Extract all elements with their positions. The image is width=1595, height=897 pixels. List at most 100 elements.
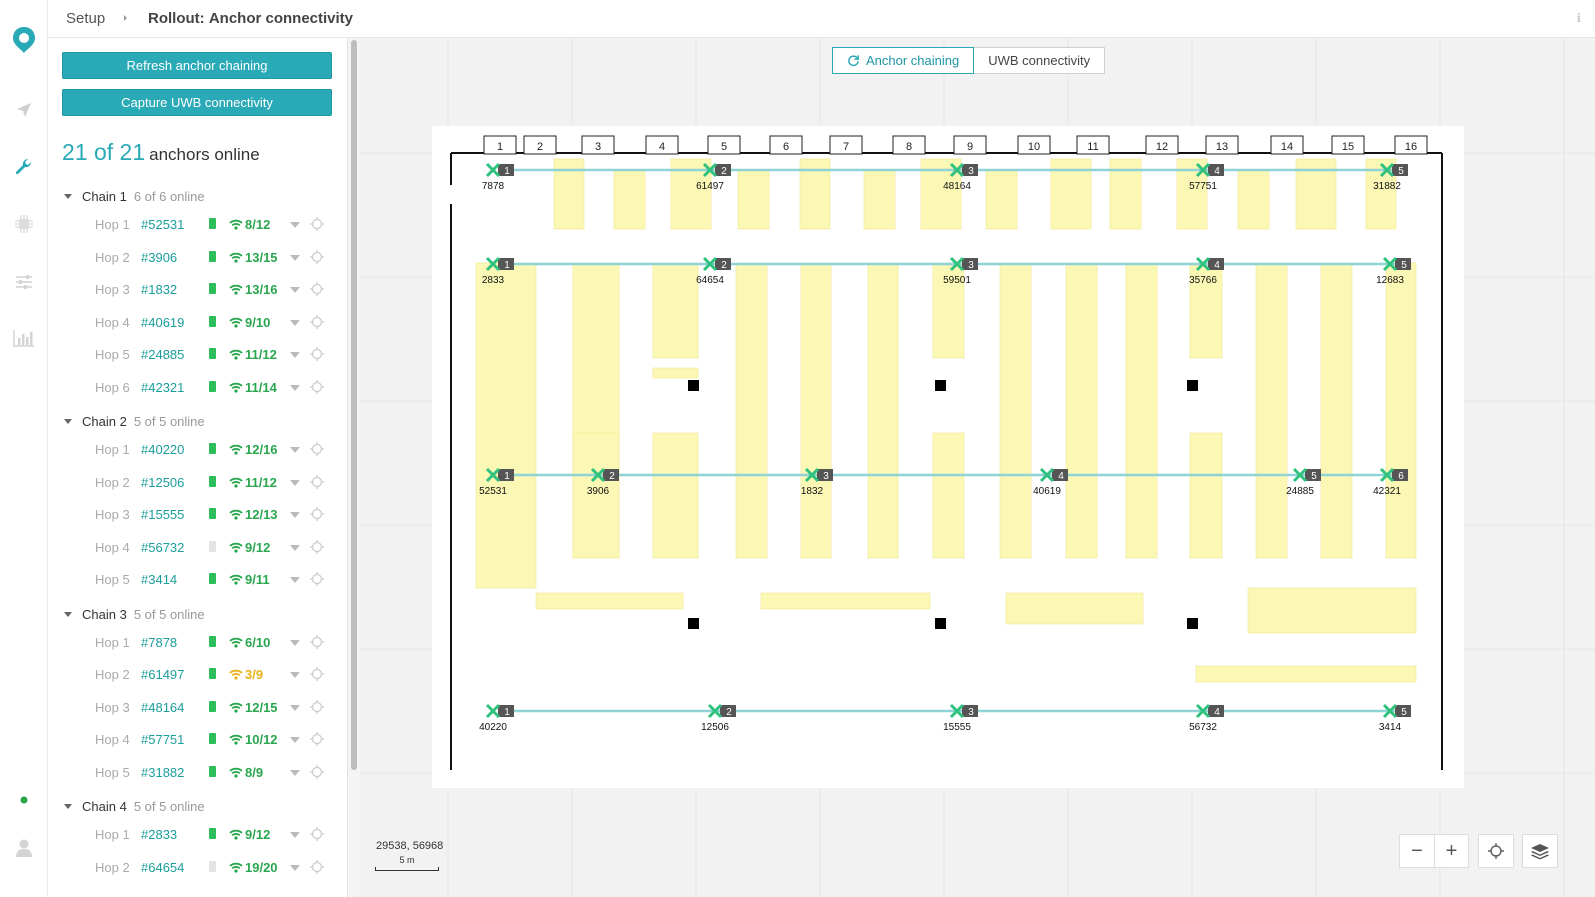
hop-dropdown-icon[interactable]	[290, 222, 300, 228]
anchor-id-link[interactable]: #42321	[141, 379, 185, 395]
hop-dropdown-icon[interactable]	[290, 704, 300, 711]
locate-anchor-icon[interactable]	[309, 539, 325, 558]
hop-dropdown-icon[interactable]	[290, 512, 300, 518]
hop-row[interactable]: Hop 1 #40220 12/16	[95, 440, 335, 460]
hop-row[interactable]: Hop 2 #12506 11/12	[95, 473, 335, 493]
anchor-id-link[interactable]: #48164	[141, 699, 185, 715]
location-pin-logo-icon[interactable]	[10, 26, 38, 54]
capture-uwb-connectivity-button[interactable]: Capture UWB connectivity	[62, 89, 332, 116]
navigate-icon[interactable]	[10, 96, 38, 124]
hop-row[interactable]: Hop 6 #42321 11/14	[95, 378, 335, 398]
hop-row[interactable]: Hop 1 #7878 6/10	[95, 633, 335, 653]
scrollbar-thumb[interactable]	[351, 40, 357, 770]
anchor-id-link[interactable]: #1832	[141, 282, 178, 297]
zoom-out-button[interactable]: −	[1411, 839, 1423, 862]
hop-row[interactable]: Hop 1 #52531 8/12	[95, 215, 335, 235]
anchor-id-link[interactable]: #40619	[141, 314, 185, 330]
hop-dropdown-icon[interactable]	[290, 287, 300, 293]
anchor-id-link[interactable]: #31882	[141, 764, 185, 780]
caret-down-icon[interactable]	[64, 804, 72, 809]
hop-dropdown-icon[interactable]	[290, 479, 300, 486]
hop-dropdown-icon[interactable]	[290, 384, 300, 391]
hop-row[interactable]: Hop 4 #57751 10/12	[95, 730, 335, 750]
locate-anchor-icon[interactable]	[309, 859, 325, 878]
hop-dropdown-icon[interactable]	[290, 832, 300, 838]
locate-anchor-icon[interactable]	[309, 216, 325, 235]
anchor-id-link[interactable]: #7878	[141, 634, 178, 650]
chain-header[interactable]: Chain 4 5 of 5 online	[64, 799, 205, 817]
hop-row[interactable]: Hop 2 #64654 19/20	[95, 858, 335, 878]
layers-button[interactable]	[1523, 835, 1557, 867]
user-icon[interactable]	[10, 834, 38, 862]
hop-dropdown-icon[interactable]	[290, 447, 300, 453]
locate-anchor-icon[interactable]	[309, 346, 325, 365]
locate-anchor-icon[interactable]	[309, 474, 325, 493]
floor-map-canvas[interactable]: 1 2 3 4 5 6 7 8 9 10 11 12 13 14 15 1617878261497348164…	[360, 38, 1595, 897]
hop-dropdown-icon[interactable]	[290, 352, 300, 358]
anchor-id-link[interactable]: #15555	[141, 507, 185, 522]
caret-down-icon[interactable]	[64, 419, 72, 424]
locate-anchor-icon[interactable]	[309, 281, 325, 300]
hop-row[interactable]: Hop 5 #3414 9/11	[95, 570, 335, 590]
locate-anchor-icon[interactable]	[309, 731, 325, 750]
locate-anchor-icon[interactable]	[309, 634, 325, 653]
refresh-anchor-chaining-button[interactable]: Refresh anchor chaining	[62, 52, 332, 79]
locate-anchor-icon[interactable]	[309, 249, 325, 268]
tab-uwb-connectivity[interactable]: UWB connectivity	[974, 47, 1106, 74]
hop-row[interactable]: Hop 2 #61497 3/9	[95, 665, 335, 685]
hop-row[interactable]: Hop 3 #1832 13/16	[95, 280, 335, 300]
locate-anchor-icon[interactable]	[309, 826, 325, 845]
sliders-icon[interactable]	[10, 268, 38, 296]
caret-down-icon[interactable]	[64, 611, 72, 617]
hop-dropdown-icon[interactable]	[290, 737, 300, 743]
locate-anchor-icon[interactable]	[309, 571, 325, 590]
bar-chart-icon[interactable]	[10, 324, 38, 352]
hop-row[interactable]: Hop 5 #31882 8/9	[95, 763, 335, 783]
hop-dropdown-icon[interactable]	[290, 254, 300, 261]
hop-row[interactable]: Hop 3 #48164 12/15	[95, 698, 335, 718]
anchor-id-link[interactable]: #12506	[141, 474, 185, 490]
hop-dropdown-icon[interactable]	[290, 864, 300, 871]
chain-header[interactable]: Chain 3 5 of 5 online	[64, 607, 205, 625]
zoom-in-button[interactable]: +	[1434, 835, 1468, 867]
chain-header[interactable]: Chain 2 5 of 5 online	[64, 414, 205, 432]
locate-anchor-icon[interactable]	[309, 764, 325, 783]
breadcrumb-setup[interactable]: Setup	[66, 10, 106, 27]
anchor-id-link[interactable]: #24885	[141, 347, 185, 362]
anchor-id-link[interactable]: #2833	[141, 827, 178, 842]
hop-dropdown-icon[interactable]	[290, 544, 300, 551]
hop-row[interactable]: Hop 5 #24885 11/12	[95, 345, 335, 365]
hop-row[interactable]: Hop 4 #40619 9/10	[95, 313, 335, 333]
anchor-id-link[interactable]: #57751	[141, 732, 185, 747]
hop-dropdown-icon[interactable]	[290, 639, 300, 646]
anchor-id-link[interactable]: #64654	[141, 859, 185, 875]
hop-row[interactable]: Hop 2 #3906 13/15	[95, 248, 335, 268]
hop-dropdown-icon[interactable]	[290, 769, 300, 776]
anchor-id-link[interactable]: #3906	[141, 249, 178, 265]
anchor-id-link[interactable]: #52531	[141, 217, 185, 232]
chip-icon[interactable]	[10, 210, 38, 238]
wrench-icon[interactable]	[10, 154, 38, 182]
anchor-id-link[interactable]: #61497	[141, 667, 185, 682]
anchor-id-link[interactable]: #56732	[141, 539, 185, 555]
hop-dropdown-icon[interactable]	[290, 319, 300, 326]
hop-row[interactable]: Hop 1 #2833 9/12	[95, 825, 335, 845]
anchor-id-link[interactable]: #40220	[141, 442, 185, 457]
locate-anchor-icon[interactable]	[309, 441, 325, 460]
tab-anchor-chaining[interactable]: Anchor chaining	[832, 47, 975, 74]
locate-anchor-icon[interactable]	[309, 379, 325, 398]
info-icon[interactable]: ℹ	[1576, 11, 1581, 25]
locate-anchor-icon[interactable]	[309, 314, 325, 333]
locate-anchor-icon[interactable]	[309, 666, 325, 685]
chain-header[interactable]: Chain 1 6 of 6 online	[64, 189, 205, 207]
locate-crosshair-button[interactable]	[1479, 835, 1513, 867]
floor-map[interactable]: 1 2 3 4 5 6 7 8 9 10 11 12 13 14 15 16 1 7878 2 61497 3 48164…	[360, 38, 1595, 897]
hop-row[interactable]: Hop 4 #56732 9/12	[95, 538, 335, 558]
caret-down-icon[interactable]	[64, 194, 72, 199]
hop-dropdown-icon[interactable]	[290, 672, 300, 678]
hop-dropdown-icon[interactable]	[290, 577, 300, 583]
locate-anchor-icon[interactable]	[309, 699, 325, 718]
hop-row[interactable]: Hop 3 #15555 12/13	[95, 505, 335, 525]
panel-scrollbar[interactable]	[348, 38, 360, 897]
locate-anchor-icon[interactable]	[309, 506, 325, 525]
